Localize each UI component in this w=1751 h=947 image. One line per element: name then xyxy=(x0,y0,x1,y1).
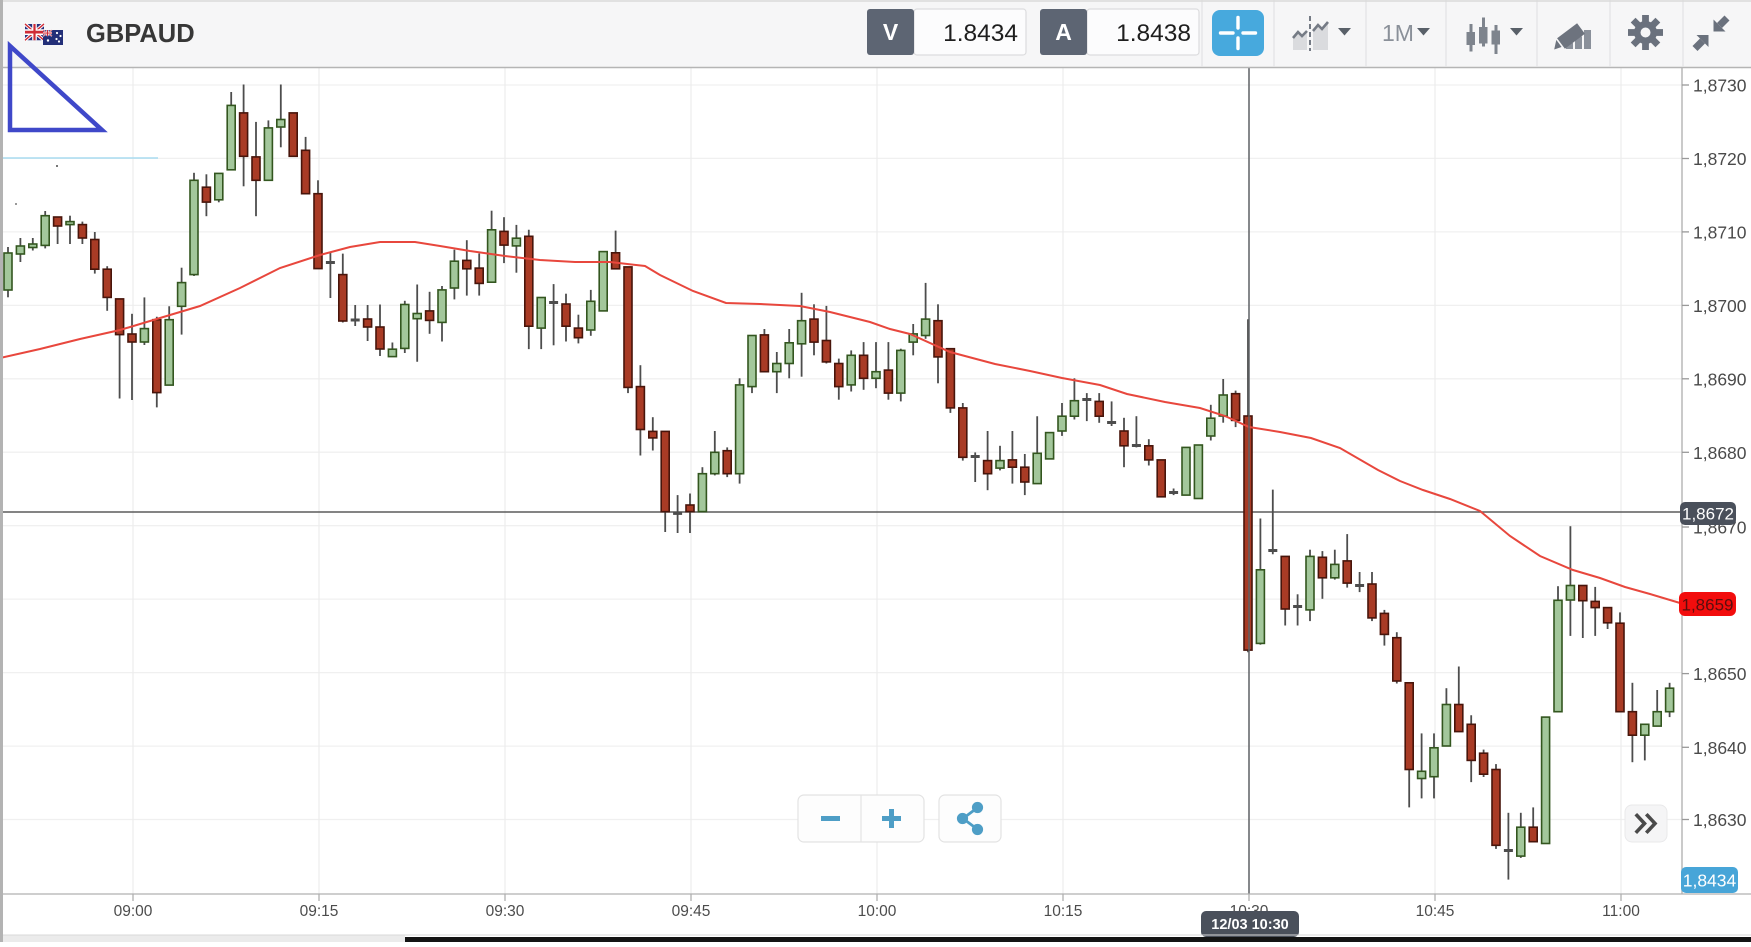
svg-text:10:15: 10:15 xyxy=(1044,903,1083,920)
svg-text:1,8630: 1,8630 xyxy=(1693,810,1747,830)
svg-text:10:00: 10:00 xyxy=(858,903,897,920)
svg-text:1,8672: 1,8672 xyxy=(1682,505,1734,524)
svg-text:09:00: 09:00 xyxy=(114,903,153,920)
svg-text:11:00: 11:00 xyxy=(1602,903,1640,920)
svg-text:09:15: 09:15 xyxy=(300,903,339,920)
svg-text:12/03 10:30: 12/03 10:30 xyxy=(1211,917,1288,933)
svg-text:1,8700: 1,8700 xyxy=(1693,296,1747,316)
svg-text:1,8659: 1,8659 xyxy=(1682,596,1734,615)
svg-text:1,8640: 1,8640 xyxy=(1693,738,1747,758)
svg-text:A: A xyxy=(1055,19,1072,45)
svg-text:09:45: 09:45 xyxy=(672,903,711,920)
svg-text:1,8690: 1,8690 xyxy=(1693,369,1747,389)
svg-text:1,8720: 1,8720 xyxy=(1693,149,1747,169)
svg-text:10:45: 10:45 xyxy=(1416,903,1455,920)
svg-text:09:30: 09:30 xyxy=(486,903,525,920)
svg-text:1,8730: 1,8730 xyxy=(1693,76,1747,96)
svg-text:1,8710: 1,8710 xyxy=(1693,222,1747,242)
svg-text:1,8650: 1,8650 xyxy=(1693,664,1747,684)
svg-text:1,8680: 1,8680 xyxy=(1693,443,1747,463)
svg-text:V: V xyxy=(883,19,899,45)
svg-text:1,8434: 1,8434 xyxy=(1683,871,1737,891)
svg-text:1.8438: 1.8438 xyxy=(1116,20,1191,47)
svg-text:1M: 1M xyxy=(1382,20,1414,46)
svg-text:1.8434: 1.8434 xyxy=(943,20,1018,47)
svg-text:GBPAUD: GBPAUD xyxy=(86,20,195,48)
